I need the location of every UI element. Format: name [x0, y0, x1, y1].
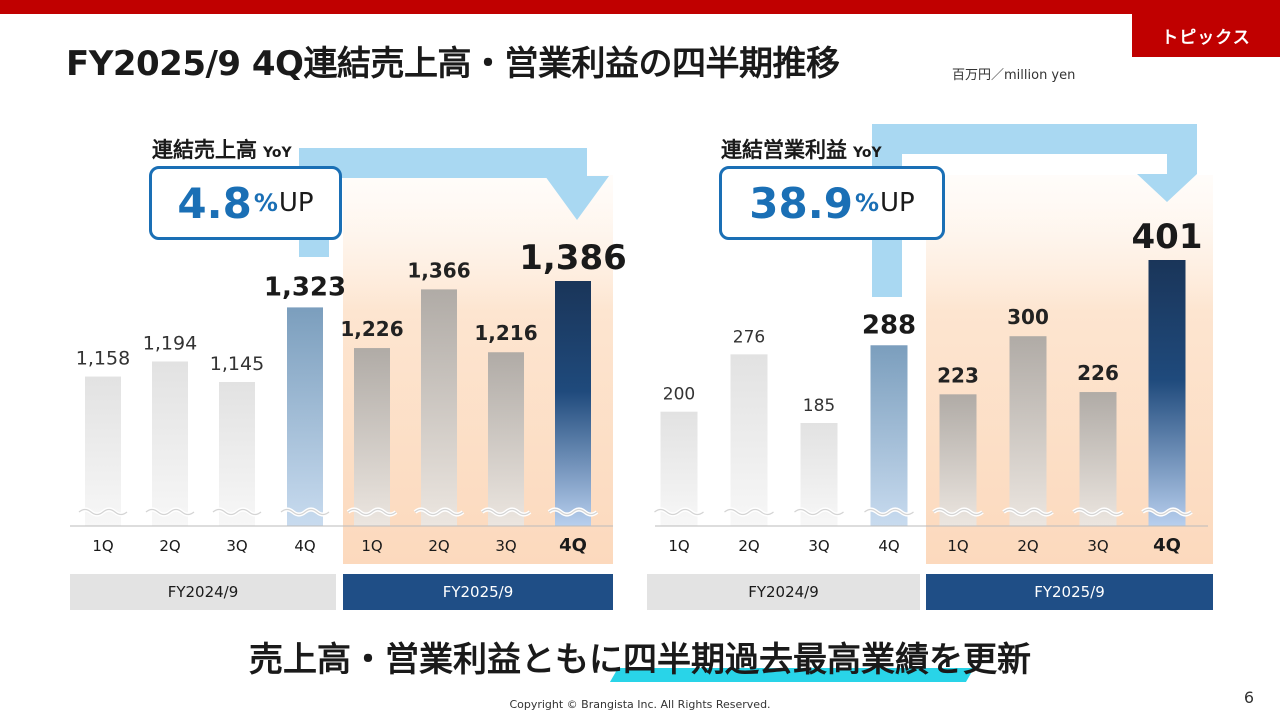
sales-axis-break-line-7 — [548, 508, 598, 516]
sales-yoy-box: 4.8% UP — [149, 166, 342, 240]
op-profit-yoy-box: 38.9% UP — [719, 166, 945, 240]
sales-axis-break-line-0 — [78, 508, 128, 516]
sales-tick-label-0: 1Q — [92, 537, 113, 555]
op-profit-yoy-label: YoY — [853, 145, 882, 161]
sales-fy2025-band: FY2025/9 — [343, 574, 613, 610]
sales-yoy-value: 4.8 — [177, 178, 252, 228]
sales-tick-label-2: 3Q — [226, 537, 247, 555]
op-profit-bar-fy2025-2q — [1009, 336, 1047, 526]
op-profit-bar-fy2024-1q — [660, 411, 698, 526]
op-profit-axis-break-line-4 — [933, 508, 983, 516]
page-number: 6 — [1243, 688, 1254, 707]
op-profit-fy2024-band: FY2024/9 — [647, 574, 920, 610]
op-profit-axis-break-line-0 — [654, 508, 704, 516]
sales-fy2024-band: FY2024/9 — [70, 574, 336, 610]
op-profit-bar-fy2024-3q — [800, 423, 838, 526]
sales-axis-break-line-4 — [347, 508, 397, 516]
sales-axis-break-line-6 — [481, 508, 531, 516]
sales-value-label-4: 1,226 — [340, 317, 403, 341]
sales-bar-fy2024-4q — [287, 307, 323, 526]
op-profit-yoy-arrow — [872, 124, 1197, 297]
sales-value-label-6: 1,216 — [474, 321, 537, 345]
sales-axis-break-line-2 — [212, 508, 262, 516]
sales-yoy-label: YoY — [263, 145, 292, 161]
op-profit-value-label-1: 276 — [733, 327, 765, 347]
op-profit-axis-break-line-6 — [1073, 508, 1123, 516]
unit-label: 百万円／million yen — [952, 68, 1076, 83]
summary-message: 売上高・営業利益ともに四半期過去最高業績を更新 — [249, 640, 1031, 680]
op-profit-bar-fy2024-2q — [730, 354, 768, 526]
op-profit-tick-label-0: 1Q — [668, 537, 689, 555]
op-profit-value-label-6: 226 — [1077, 361, 1119, 385]
op-profit-axis-break-line-7 — [1142, 508, 1192, 516]
op-profit-yoy-up: UP — [879, 188, 915, 218]
sales-bar-fy2025-4q — [555, 281, 591, 526]
op-profit-tick-label-5: 2Q — [1017, 537, 1038, 555]
op-profit-bar-fy2024-4q — [870, 345, 908, 526]
op-profit-bar-fy2025-1q — [939, 394, 977, 526]
op-profit-chart-title: 連結営業利益 — [721, 138, 847, 162]
sales-bar-fy2025-3q — [488, 352, 524, 526]
op-profit-tick-label-3: 4Q — [878, 537, 899, 555]
op-profit-value-label-5: 300 — [1007, 305, 1049, 329]
page-title: FY2025/9 4Q連結売上高・営業利益の四半期推移 — [66, 44, 840, 84]
op-profit-tick-label-6: 3Q — [1087, 537, 1108, 555]
op-profit-value-label-3: 288 — [862, 310, 916, 340]
sales-tick-label-5: 2Q — [428, 537, 449, 555]
sales-value-label-7: 1,386 — [519, 238, 627, 278]
sales-yoy-arrow — [299, 148, 609, 257]
sales-value-label-1: 1,194 — [143, 332, 197, 354]
sales-yoy-up: UP — [278, 188, 314, 218]
op-profit-yoy-percent: % — [854, 189, 879, 217]
op-profit-value-label-4: 223 — [937, 363, 979, 387]
sales-tick-label-6: 3Q — [495, 537, 516, 555]
op-profit-bar-fy2025-4q — [1148, 260, 1186, 526]
sales-chart-label: 連結売上高 YoY — [152, 134, 292, 164]
op-profit-value-label-7: 401 — [1132, 217, 1203, 257]
op-profit-tick-label-4: 1Q — [947, 537, 968, 555]
top-accent-bar — [0, 0, 1280, 14]
topics-tag: トピックス — [1132, 14, 1280, 57]
op-profit-axis-break-line-1 — [724, 508, 774, 516]
op-profit-axis-break-line-5 — [1003, 508, 1053, 516]
sales-bar-fy2024-3q — [219, 382, 255, 526]
sales-tick-label-7: 4Q — [559, 535, 587, 556]
op-profit-value-label-2: 185 — [803, 396, 835, 416]
sales-tick-label-4: 1Q — [361, 537, 382, 555]
sales-bar-fy2024-2q — [152, 361, 188, 526]
op-profit-axis-break-line-2 — [794, 508, 844, 516]
sales-value-label-5: 1,366 — [407, 258, 470, 282]
op-profit-yoy-value: 38.9 — [749, 178, 853, 228]
op-profit-chart-label: 連結営業利益 YoY — [721, 134, 882, 164]
op-profit-bar-fy2025-3q — [1079, 392, 1117, 526]
copyright: Copyright © Brangista Inc. All Rights Re… — [509, 698, 771, 711]
op-profit-axis-break-line-3 — [864, 508, 914, 516]
sales-bar-fy2025-1q — [354, 348, 390, 526]
sales-axis-break-line-3 — [280, 508, 330, 516]
op-profit-fy2025-band: FY2025/9 — [926, 574, 1213, 610]
sales-value-label-0: 1,158 — [76, 348, 130, 370]
op-profit-value-label-0: 200 — [663, 385, 695, 405]
sales-axis-break-line-1 — [145, 508, 195, 516]
sales-bar-fy2025-2q — [421, 289, 457, 526]
sales-value-label-2: 1,145 — [210, 353, 264, 375]
sales-yoy-percent: % — [253, 189, 278, 217]
sales-axis-break-line-5 — [414, 508, 464, 516]
op-profit-tick-label-1: 2Q — [738, 537, 759, 555]
sales-value-label-3: 1,323 — [264, 272, 346, 302]
sales-tick-label-1: 2Q — [159, 537, 180, 555]
sales-tick-label-3: 4Q — [294, 537, 315, 555]
sales-chart-title: 連結売上高 — [152, 138, 257, 162]
op-profit-tick-label-7: 4Q — [1153, 535, 1181, 556]
op-profit-tick-label-2: 3Q — [808, 537, 829, 555]
sales-bar-fy2024-1q — [85, 376, 121, 526]
